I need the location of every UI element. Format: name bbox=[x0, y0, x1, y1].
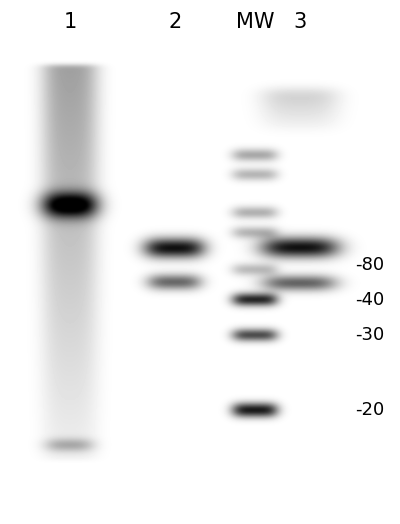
Text: -30: -30 bbox=[355, 326, 384, 344]
Text: -40: -40 bbox=[355, 291, 384, 309]
Text: 3: 3 bbox=[293, 12, 307, 32]
Text: MW: MW bbox=[236, 12, 274, 32]
Text: -20: -20 bbox=[355, 401, 384, 419]
Text: 2: 2 bbox=[168, 12, 182, 32]
Text: -80: -80 bbox=[355, 256, 384, 274]
Text: 1: 1 bbox=[63, 12, 77, 32]
